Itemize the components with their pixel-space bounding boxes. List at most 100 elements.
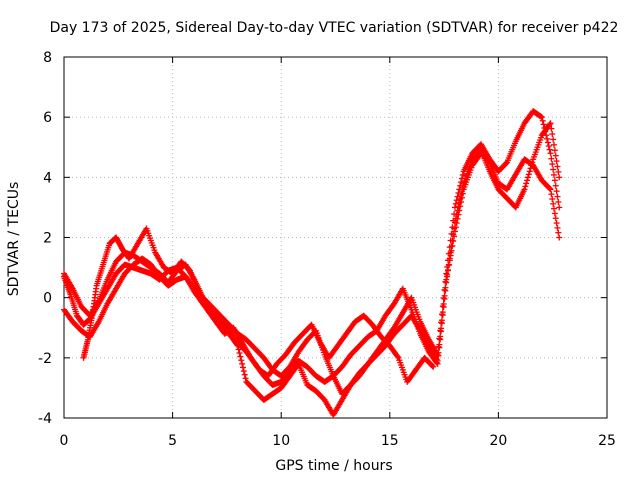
data-point [458,179,465,186]
data-point [548,155,555,162]
data-point [450,217,457,224]
data-point [547,120,554,127]
data-point [549,131,556,138]
data-point [551,177,558,184]
data-point [552,182,559,189]
data-point [442,284,449,291]
data-point [549,161,556,168]
x-tick-label: 15 [381,433,399,449]
data-point [551,171,558,178]
data-point [547,186,554,193]
data-point [440,300,447,307]
data-point [539,117,546,124]
data-point [550,200,557,207]
series-track-c [61,150,563,418]
data-point [551,205,558,212]
data-point [445,262,452,269]
data-point [452,224,459,231]
data-point [455,211,462,218]
grid-layer [64,57,607,418]
data-point [233,341,240,348]
data-point [543,132,550,139]
data-point [453,220,460,227]
data-point [503,160,510,167]
data-point [552,152,559,159]
data-point [439,309,446,316]
y-tick-label: -4 [38,411,52,427]
data-point [452,200,459,207]
data-point [458,199,465,206]
data-point [521,186,528,193]
y-axis-label: SDTVAR / TECUs [6,182,22,297]
data-point [544,139,551,146]
data-point [542,128,549,135]
data-point [435,349,442,356]
data-point [446,257,453,264]
data-point [540,121,547,128]
data-point [556,234,563,241]
data-point [449,242,456,249]
plot-frame-rect [63,56,608,419]
data-point [429,362,436,369]
data-point [453,197,460,204]
data-point [235,346,242,353]
data-point [554,224,561,231]
data-point [239,364,246,371]
plot-frame [63,56,608,419]
data-point [444,271,451,278]
data-point [522,183,529,190]
data-point [554,193,561,200]
data-point [448,247,455,254]
data-point [451,233,458,240]
data-point [548,125,555,132]
data-point [394,353,401,360]
data-point [555,199,562,206]
y-tick-label: 6 [43,110,52,126]
x-tick-label: 20 [489,433,507,449]
data-point [454,215,461,222]
data-point [238,357,245,364]
data-point [457,182,464,189]
series-track-b [61,108,563,397]
data-point [458,194,465,201]
data-point [430,363,437,370]
tick-layer: 0 5 10 15 20 25 -4 -2 0 2 4 6 8 [38,50,616,449]
data-point [546,146,553,153]
data-point [436,341,443,348]
data-point [454,193,461,200]
data-point [437,333,444,340]
data-point [556,204,563,211]
data-point [555,168,562,175]
data-point [434,357,441,364]
data-point [242,375,249,382]
data-point [524,177,531,184]
data-point [550,166,557,173]
data-point [236,350,243,357]
data-point [553,158,560,165]
x-tick-label: 10 [272,433,290,449]
data-point [553,188,560,195]
data-point [438,317,445,324]
y-tick-label: 8 [43,50,52,66]
data-point [458,175,465,182]
data-point [551,141,558,148]
y-tick-label: -2 [38,351,52,367]
data-point [550,136,557,143]
data-point [554,163,561,170]
data-point [526,168,533,175]
data-point [551,210,558,217]
data-point [552,215,559,222]
data-point [545,143,552,150]
data-point [237,353,244,360]
data-point [538,114,545,121]
data-point [438,325,445,332]
data-point [445,266,452,273]
data-point [443,276,450,283]
data-point [546,121,553,128]
data-point [241,371,248,378]
data-point [551,147,558,154]
y-tick-label: 0 [43,291,52,307]
data-point [456,207,463,214]
data-point [457,203,464,210]
